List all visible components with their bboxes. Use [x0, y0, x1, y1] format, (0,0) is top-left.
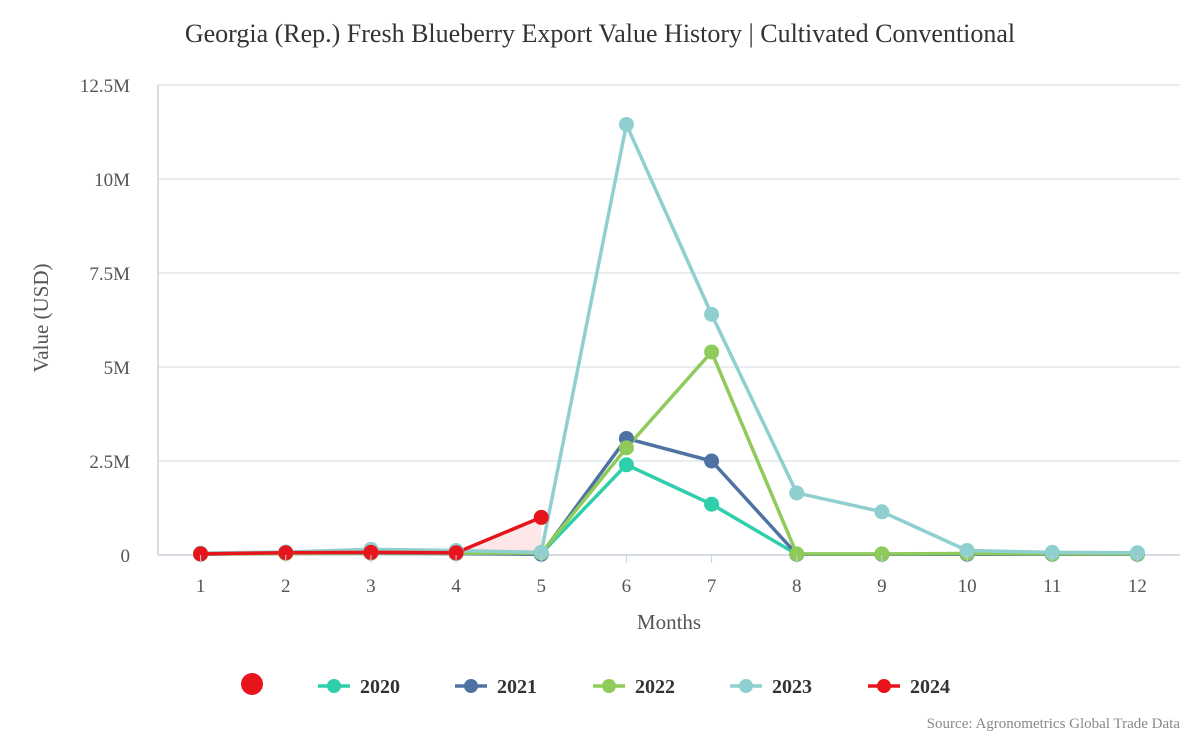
data-point-2024[interactable] — [278, 545, 294, 561]
x-tick-label: 10 — [958, 576, 977, 597]
series-line-2023[interactable] — [198, 122, 1140, 555]
legend-label-2024[interactable]: 2024 — [910, 676, 950, 698]
series-points[interactable] — [193, 116, 1145, 562]
series-line-2020[interactable] — [198, 463, 1140, 556]
data-point-2023[interactable] — [1044, 544, 1060, 560]
legend-label-2023[interactable]: 2023 — [772, 676, 812, 698]
data-point-2022[interactable] — [618, 440, 634, 456]
legend-label-2022[interactable]: 2022 — [635, 676, 675, 698]
x-tick-label: 1 — [196, 576, 206, 597]
data-point-2023[interactable] — [874, 504, 890, 520]
y-axis-label: Value (USD) — [29, 263, 53, 372]
y-tick-label: 10M — [94, 170, 130, 191]
data-point-2023[interactable] — [704, 306, 720, 322]
source-note: Source: Agronometrics Global Trade Data — [927, 716, 1181, 732]
x-tick-label: 5 — [537, 576, 547, 597]
legend-label-2020[interactable]: 2020 — [360, 676, 400, 698]
y-tick-label: 2.5M — [89, 452, 130, 473]
data-point-2022[interactable] — [789, 546, 805, 562]
data-point-2020[interactable] — [618, 457, 634, 473]
data-point-2024[interactable] — [448, 545, 464, 561]
data-point-2023[interactable] — [1129, 545, 1145, 561]
x-tick-label: 2 — [281, 576, 291, 597]
x-tick-label: 12 — [1128, 576, 1147, 597]
series-lines[interactable] — [198, 122, 1140, 556]
data-point-2024[interactable] — [193, 546, 209, 562]
data-point-2023[interactable] — [789, 485, 805, 501]
y-axis-ticks: 0 2.5M 5M 7.5M 10M 12.5M — [80, 76, 130, 567]
legend-marker-2022 — [602, 679, 616, 693]
data-point-2023[interactable] — [533, 544, 549, 560]
x-axis-ticks: 1 2 3 4 5 6 7 8 9 10 11 12 — [196, 555, 1147, 597]
x-tick-label: 11 — [1043, 576, 1061, 597]
data-point-2024[interactable] — [363, 544, 379, 560]
x-tick-label: 6 — [622, 576, 632, 597]
data-point-2020[interactable] — [704, 496, 720, 512]
data-point-2023[interactable] — [959, 542, 975, 558]
series-line-2022[interactable] — [198, 350, 1140, 556]
legend-marker-2020 — [327, 679, 341, 693]
data-point-2022[interactable] — [704, 344, 720, 360]
x-axis-label: Months — [637, 610, 701, 634]
chart-title: Georgia (Rep.) Fresh Blueberry Export Va… — [185, 19, 1015, 48]
data-point-2024[interactable] — [533, 509, 549, 525]
legend-marker-2023 — [739, 679, 753, 693]
x-tick-label: 9 — [877, 576, 887, 597]
data-point-2023[interactable] — [618, 116, 634, 132]
y-tick-label: 0 — [121, 546, 131, 567]
x-tick-label: 4 — [451, 576, 461, 597]
y-tick-label: 7.5M — [89, 264, 130, 285]
legend: 2020 2021 2022 2023 2024 — [241, 673, 950, 698]
series-line-2021[interactable] — [198, 436, 1140, 556]
x-tick-label: 3 — [366, 576, 376, 597]
legend-label-2021[interactable]: 2021 — [497, 676, 537, 698]
y-tick-label: 5M — [104, 358, 131, 379]
legend-marker — [241, 673, 263, 695]
x-tick-label: 7 — [707, 576, 717, 597]
y-tick-label: 12.5M — [80, 76, 130, 97]
data-point-2022[interactable] — [874, 546, 890, 562]
legend-marker-2024 — [877, 679, 891, 693]
x-tick-label: 8 — [792, 576, 802, 597]
legend-marker-2021 — [464, 679, 478, 693]
data-point-2021[interactable] — [704, 453, 720, 469]
